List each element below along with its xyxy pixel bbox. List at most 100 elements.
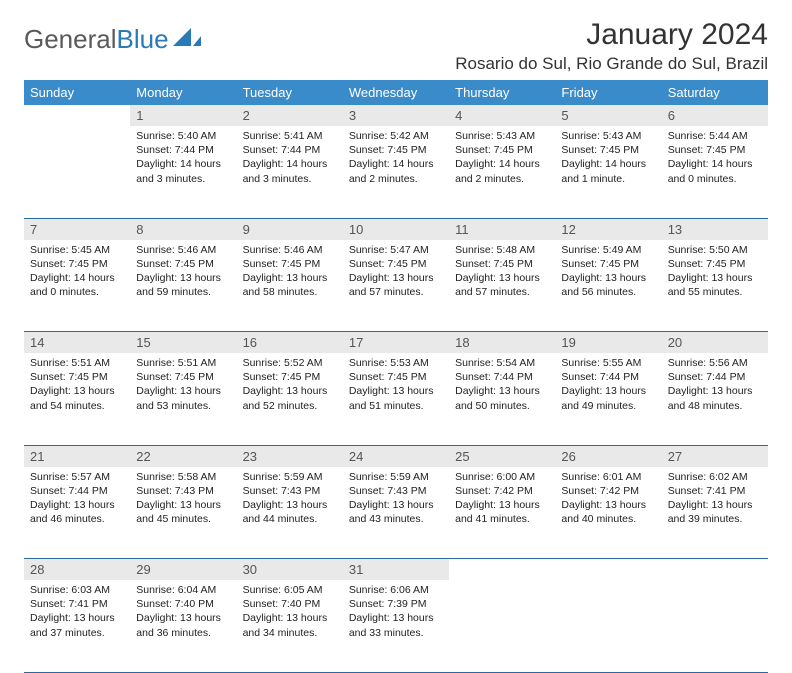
- day-number: 23: [237, 446, 343, 467]
- day-number: [24, 105, 130, 111]
- day-number: 14: [24, 332, 130, 353]
- weekday-header-row: SundayMondayTuesdayWednesdayThursdayFrid…: [24, 80, 768, 105]
- day-details: Sunrise: 5:53 AMSunset: 7:45 PMDaylight:…: [343, 353, 449, 419]
- day-cell: Sunrise: 5:54 AMSunset: 7:44 PMDaylight:…: [449, 353, 555, 445]
- day-details: Sunrise: 5:45 AMSunset: 7:45 PMDaylight:…: [24, 240, 130, 306]
- day-number: 5: [555, 105, 661, 126]
- daynum-cell: 24: [343, 445, 449, 467]
- daynum-cell: 17: [343, 332, 449, 354]
- week-row: Sunrise: 5:57 AMSunset: 7:44 PMDaylight:…: [24, 467, 768, 559]
- day-details: Sunrise: 5:56 AMSunset: 7:44 PMDaylight:…: [662, 353, 768, 419]
- weekday-header: Sunday: [24, 80, 130, 105]
- daynum-cell: 8: [130, 218, 236, 240]
- day-details: Sunrise: 5:47 AMSunset: 7:45 PMDaylight:…: [343, 240, 449, 306]
- daynum-cell: 4: [449, 105, 555, 126]
- daynum-cell: 1: [130, 105, 236, 126]
- day-details: Sunrise: 5:58 AMSunset: 7:43 PMDaylight:…: [130, 467, 236, 533]
- day-cell: Sunrise: 5:40 AMSunset: 7:44 PMDaylight:…: [130, 126, 236, 218]
- daynum-cell: 15: [130, 332, 236, 354]
- day-details: Sunrise: 5:55 AMSunset: 7:44 PMDaylight:…: [555, 353, 661, 419]
- daynum-row: 78910111213: [24, 218, 768, 240]
- day-cell: Sunrise: 5:41 AMSunset: 7:44 PMDaylight:…: [237, 126, 343, 218]
- day-cell: Sunrise: 6:05 AMSunset: 7:40 PMDaylight:…: [237, 580, 343, 672]
- day-details: Sunrise: 6:03 AMSunset: 7:41 PMDaylight:…: [24, 580, 130, 646]
- day-cell: Sunrise: 5:50 AMSunset: 7:45 PMDaylight:…: [662, 240, 768, 332]
- day-details: Sunrise: 5:41 AMSunset: 7:44 PMDaylight:…: [237, 126, 343, 192]
- month-title: January 2024: [455, 18, 768, 52]
- day-details: Sunrise: 5:48 AMSunset: 7:45 PMDaylight:…: [449, 240, 555, 306]
- day-cell: Sunrise: 5:43 AMSunset: 7:45 PMDaylight:…: [449, 126, 555, 218]
- day-number: 9: [237, 219, 343, 240]
- daynum-cell: 29: [130, 559, 236, 581]
- day-cell: Sunrise: 5:48 AMSunset: 7:45 PMDaylight:…: [449, 240, 555, 332]
- day-details: Sunrise: 5:51 AMSunset: 7:45 PMDaylight:…: [130, 353, 236, 419]
- day-details: Sunrise: 6:02 AMSunset: 7:41 PMDaylight:…: [662, 467, 768, 533]
- day-cell: Sunrise: 5:42 AMSunset: 7:45 PMDaylight:…: [343, 126, 449, 218]
- day-number: 4: [449, 105, 555, 126]
- daynum-cell: 18: [449, 332, 555, 354]
- day-details: Sunrise: 5:49 AMSunset: 7:45 PMDaylight:…: [555, 240, 661, 306]
- daynum-cell: 20: [662, 332, 768, 354]
- day-number: 22: [130, 446, 236, 467]
- daynum-cell: 5: [555, 105, 661, 126]
- daynum-cell: 12: [555, 218, 661, 240]
- day-cell: [449, 580, 555, 672]
- day-number: 21: [24, 446, 130, 467]
- logo-text-blue: Blue: [117, 24, 169, 55]
- day-number: 20: [662, 332, 768, 353]
- day-number: 19: [555, 332, 661, 353]
- day-cell: [24, 126, 130, 218]
- day-details: Sunrise: 5:54 AMSunset: 7:44 PMDaylight:…: [449, 353, 555, 419]
- day-details: Sunrise: 6:06 AMSunset: 7:39 PMDaylight:…: [343, 580, 449, 646]
- day-number: 25: [449, 446, 555, 467]
- day-number: [449, 559, 555, 565]
- day-number: 16: [237, 332, 343, 353]
- day-cell: Sunrise: 5:51 AMSunset: 7:45 PMDaylight:…: [24, 353, 130, 445]
- logo-sail-icon: [173, 28, 201, 48]
- day-number: 24: [343, 446, 449, 467]
- day-details: Sunrise: 5:51 AMSunset: 7:45 PMDaylight:…: [24, 353, 130, 419]
- day-number: 8: [130, 219, 236, 240]
- day-cell: Sunrise: 5:44 AMSunset: 7:45 PMDaylight:…: [662, 126, 768, 218]
- day-cell: Sunrise: 6:03 AMSunset: 7:41 PMDaylight:…: [24, 580, 130, 672]
- day-cell: Sunrise: 5:57 AMSunset: 7:44 PMDaylight:…: [24, 467, 130, 559]
- day-cell: Sunrise: 5:55 AMSunset: 7:44 PMDaylight:…: [555, 353, 661, 445]
- day-details: Sunrise: 6:01 AMSunset: 7:42 PMDaylight:…: [555, 467, 661, 533]
- day-number: 27: [662, 446, 768, 467]
- day-cell: Sunrise: 6:00 AMSunset: 7:42 PMDaylight:…: [449, 467, 555, 559]
- day-details: Sunrise: 5:46 AMSunset: 7:45 PMDaylight:…: [237, 240, 343, 306]
- day-cell: [662, 580, 768, 672]
- header: GeneralBlue January 2024 Rosario do Sul,…: [24, 18, 768, 74]
- day-number: 29: [130, 559, 236, 580]
- calendar-table: SundayMondayTuesdayWednesdayThursdayFrid…: [24, 80, 768, 673]
- day-cell: Sunrise: 5:52 AMSunset: 7:45 PMDaylight:…: [237, 353, 343, 445]
- day-cell: Sunrise: 5:59 AMSunset: 7:43 PMDaylight:…: [237, 467, 343, 559]
- daynum-cell: 3: [343, 105, 449, 126]
- day-number: 18: [449, 332, 555, 353]
- daynum-cell: 28: [24, 559, 130, 581]
- day-details: Sunrise: 5:52 AMSunset: 7:45 PMDaylight:…: [237, 353, 343, 419]
- day-number: 17: [343, 332, 449, 353]
- week-row: Sunrise: 5:51 AMSunset: 7:45 PMDaylight:…: [24, 353, 768, 445]
- daynum-cell: 30: [237, 559, 343, 581]
- day-cell: Sunrise: 6:06 AMSunset: 7:39 PMDaylight:…: [343, 580, 449, 672]
- day-number: 30: [237, 559, 343, 580]
- day-cell: Sunrise: 5:46 AMSunset: 7:45 PMDaylight:…: [237, 240, 343, 332]
- day-number: 3: [343, 105, 449, 126]
- day-cell: Sunrise: 5:45 AMSunset: 7:45 PMDaylight:…: [24, 240, 130, 332]
- day-cell: Sunrise: 5:47 AMSunset: 7:45 PMDaylight:…: [343, 240, 449, 332]
- weekday-header: Thursday: [449, 80, 555, 105]
- daynum-row: 14151617181920: [24, 332, 768, 354]
- day-number: 6: [662, 105, 768, 126]
- daynum-cell: 25: [449, 445, 555, 467]
- day-cell: Sunrise: 5:53 AMSunset: 7:45 PMDaylight:…: [343, 353, 449, 445]
- day-number: 7: [24, 219, 130, 240]
- daynum-row: 123456: [24, 105, 768, 126]
- day-details: Sunrise: 5:59 AMSunset: 7:43 PMDaylight:…: [343, 467, 449, 533]
- daynum-cell: 26: [555, 445, 661, 467]
- weekday-header: Tuesday: [237, 80, 343, 105]
- daynum-cell: 23: [237, 445, 343, 467]
- day-cell: Sunrise: 5:49 AMSunset: 7:45 PMDaylight:…: [555, 240, 661, 332]
- day-details: Sunrise: 6:04 AMSunset: 7:40 PMDaylight:…: [130, 580, 236, 646]
- daynum-cell: [555, 559, 661, 581]
